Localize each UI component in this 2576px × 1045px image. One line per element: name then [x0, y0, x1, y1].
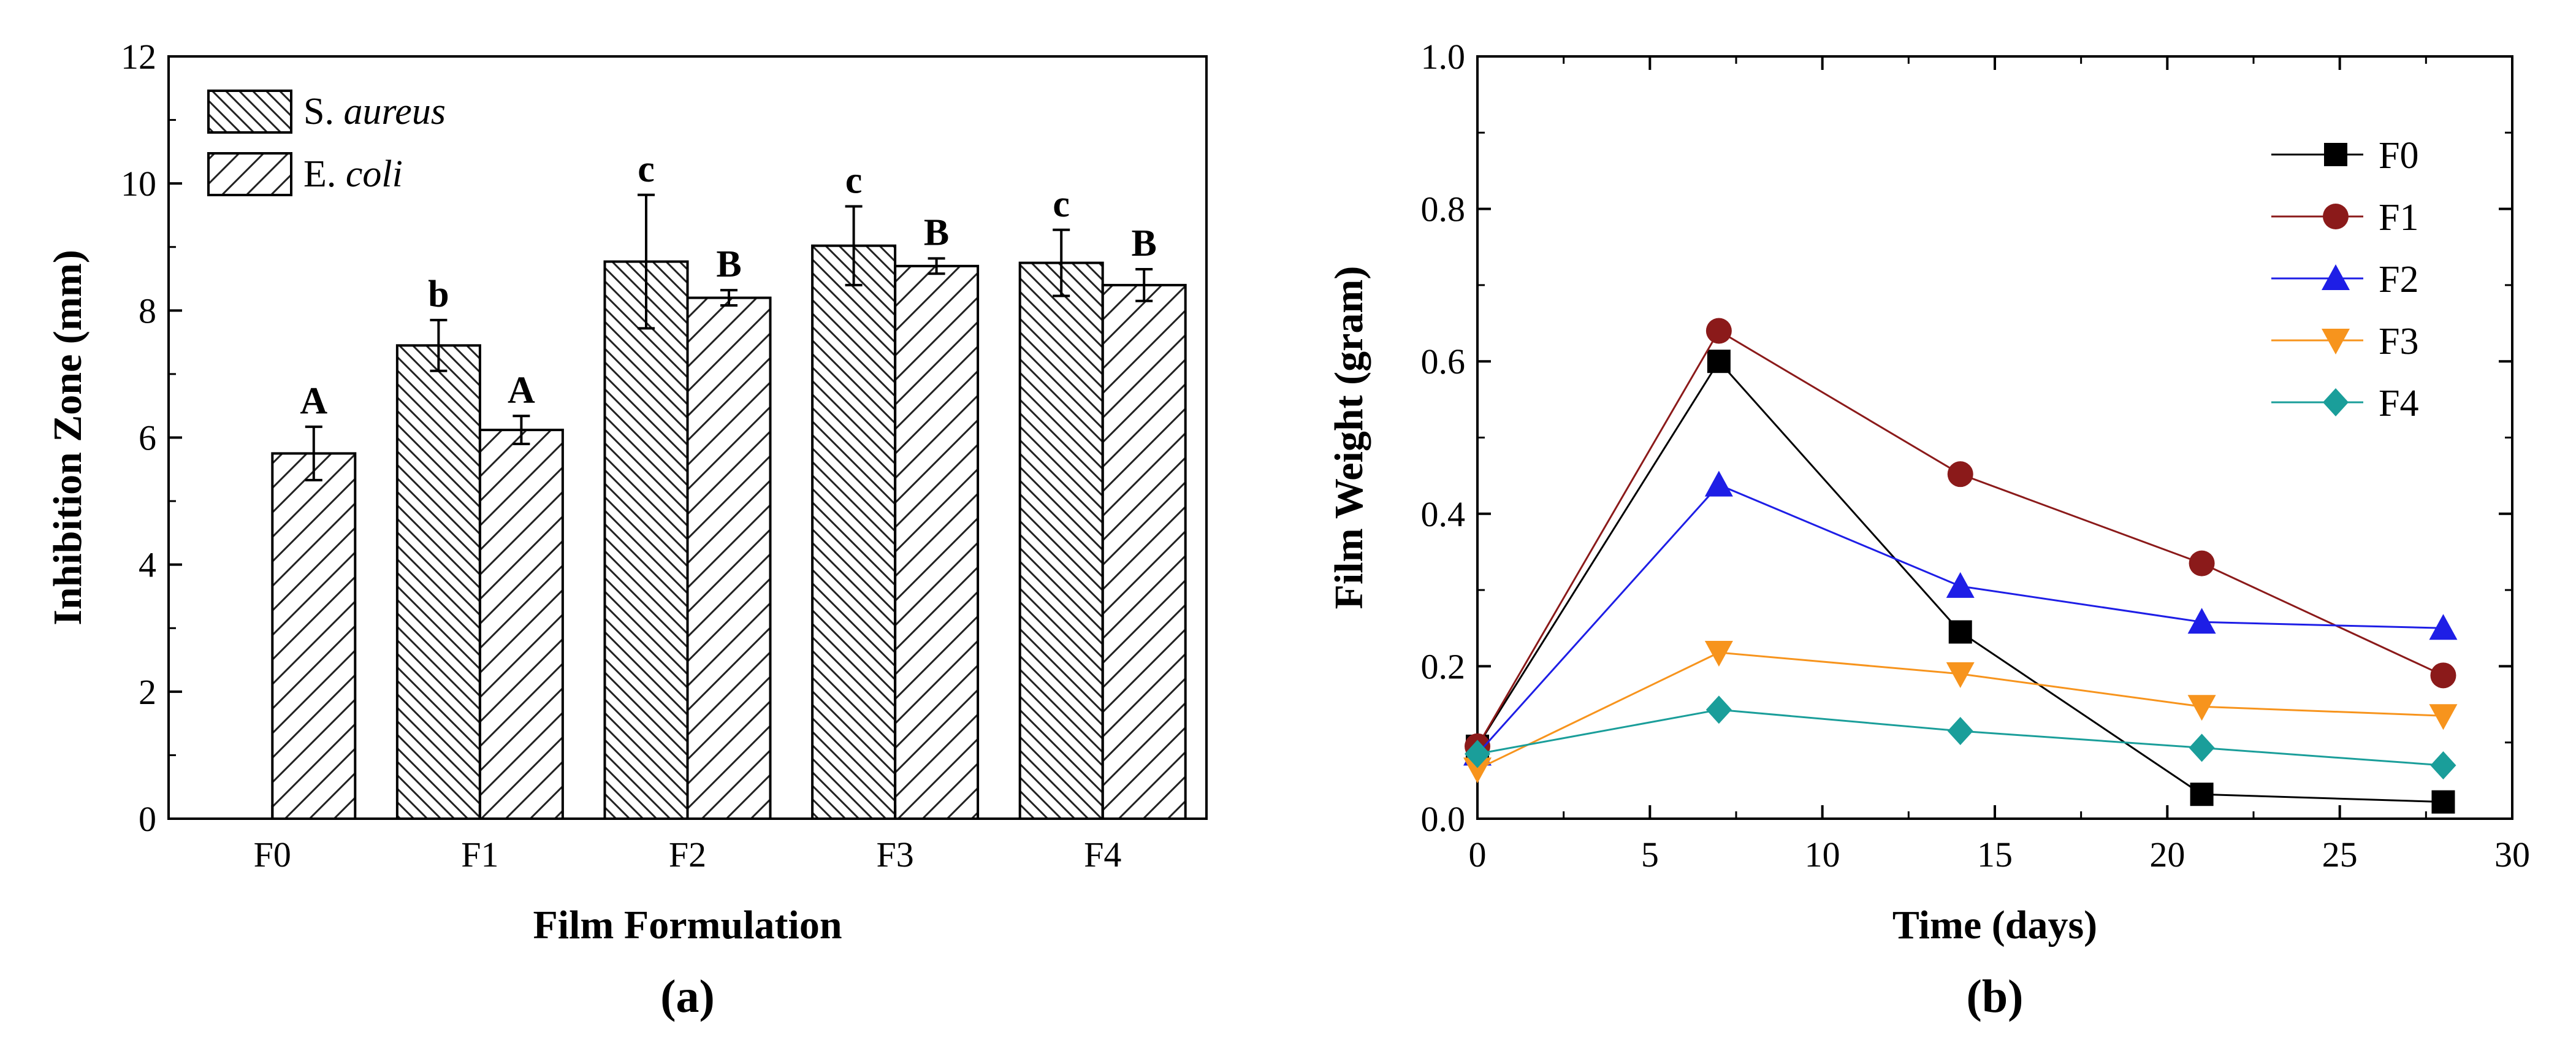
- significance-letter: c: [845, 159, 863, 201]
- data-point-f0: [2431, 790, 2455, 814]
- x-tick-label-b: 5: [1641, 835, 1659, 875]
- legend-marker-b: [2322, 264, 2350, 290]
- y-tick-label-a: 2: [139, 672, 156, 712]
- panel-label-b: (b): [1967, 971, 2024, 1022]
- y-axis-title-b: Film Weight (gram): [1327, 266, 1371, 610]
- legend-label-genus: S.: [303, 91, 343, 132]
- series-line-f2: [1476, 483, 2444, 755]
- bar-s-aureus: [811, 244, 897, 820]
- y-tick-label-a: 8: [139, 291, 156, 331]
- bar-e-coli: [686, 296, 772, 821]
- bar-s-aureus: [1018, 261, 1104, 821]
- x-tick-label-b: 30: [2494, 835, 2530, 875]
- x-tick-label-a: F0: [254, 835, 291, 875]
- legend-label-species: coli: [346, 153, 403, 195]
- data-point-f2: [1946, 572, 1975, 598]
- panel-label-a: (a): [660, 971, 715, 1022]
- x-tick-label-b: 15: [1977, 835, 2013, 875]
- x-tick-label-a: F2: [669, 835, 706, 875]
- legend-label-b: F2: [2379, 259, 2418, 300]
- bar-e-coli: [894, 264, 980, 820]
- data-point-f4: [1705, 695, 1732, 724]
- significance-letter: A: [300, 380, 327, 422]
- legend-label-species: aureus: [343, 91, 445, 132]
- legend-label-b: F3: [2379, 321, 2418, 362]
- bar-s-aureus: [603, 260, 689, 820]
- data-point-f1: [2430, 662, 2456, 689]
- legend-label-b: F0: [2379, 135, 2418, 177]
- legend-label-genus: E.: [303, 153, 346, 195]
- x-tick-label-a: F1: [461, 835, 498, 875]
- plot-frame-b: [1476, 55, 2513, 820]
- data-point-f1: [2189, 550, 2215, 576]
- significance-letter: B: [1132, 223, 1157, 264]
- y-tick-label-a: 6: [139, 418, 156, 458]
- data-point-f0: [1948, 620, 1972, 644]
- legend-label-a: E. coli: [303, 153, 403, 195]
- significance-letter: c: [638, 148, 655, 190]
- legend-label-b: F1: [2379, 197, 2418, 239]
- x-tick-label-b: 0: [1469, 835, 1487, 875]
- y-tick-label-b: 0.2: [1421, 646, 1466, 686]
- bar-e-coli: [271, 452, 357, 820]
- x-axis-title-a: Film Formulation: [533, 903, 842, 947]
- legend-label-a: S. aureus: [303, 91, 446, 132]
- y-tick-label-a: 4: [139, 545, 156, 585]
- y-tick-label-b: 0.8: [1421, 189, 1466, 229]
- x-axis-title-b: Time (days): [1892, 903, 2097, 947]
- y-tick-label-a: 10: [121, 164, 156, 204]
- data-point-f4: [2430, 751, 2456, 779]
- data-point-f3: [2187, 695, 2216, 721]
- legend-swatch-a: [207, 90, 292, 134]
- significance-letter: B: [924, 212, 949, 253]
- data-point-f0: [1707, 350, 1731, 373]
- data-point-f4: [1947, 717, 1973, 746]
- significance-letter: B: [716, 243, 741, 285]
- significance-letter: c: [1053, 183, 1070, 225]
- x-tick-label-a: F4: [1084, 835, 1121, 875]
- legend-marker-b: [2323, 204, 2349, 229]
- x-tick-label-b: 20: [2149, 835, 2185, 875]
- legend-label-b: F4: [2379, 383, 2418, 424]
- y-tick-label-a: 12: [121, 37, 156, 77]
- data-point-f3: [1463, 757, 1492, 784]
- chart-panel-b: 0.0 0.2 0.4 0.6 0.8 1.0 0 5 10 15 20 25 30 F0 F1 F2 F3 F4…: [1327, 37, 2530, 1022]
- data-point-f2: [2187, 608, 2216, 634]
- data-point-f0: [2190, 783, 2214, 806]
- legend-swatch-a: [207, 152, 292, 196]
- bar-s-aureus: [395, 344, 481, 820]
- legend-marker-b: [2323, 388, 2349, 416]
- y-tick-label-b: 0.4: [1421, 494, 1466, 534]
- data-point-f3: [2429, 704, 2458, 730]
- y-tick-label-b: 0.6: [1421, 342, 1466, 381]
- data-point-f4: [2189, 733, 2215, 762]
- data-point-f2: [1704, 470, 1733, 497]
- data-point-f1: [1947, 461, 1973, 488]
- y-tick-label-a: 0: [139, 799, 156, 839]
- legend-marker-b: [2322, 329, 2350, 354]
- x-tick-label-b: 10: [1805, 835, 1840, 875]
- x-tick-label-a: F3: [876, 835, 913, 875]
- data-point-f2: [2429, 614, 2458, 640]
- x-tick-label-b: 25: [2322, 835, 2358, 875]
- y-tick-label-b: 1.0: [1421, 37, 1466, 77]
- data-point-f4: [1465, 740, 1490, 768]
- y-axis-title-a: Inhibition Zone (mm): [45, 250, 90, 625]
- y-tick-label-b: 0.0: [1421, 799, 1466, 839]
- data-point-f3: [1946, 662, 1975, 688]
- significance-letter: b: [428, 274, 449, 315]
- significance-letter: A: [508, 369, 535, 411]
- data-point-f1: [1705, 318, 1732, 344]
- legend-marker-b: [2324, 143, 2347, 166]
- bar-e-coli: [1101, 283, 1187, 820]
- bar-e-coli: [478, 429, 564, 820]
- chart-panel-a: 0 2 4 6 8 10 12 F0 F1 F2 F3 F4 Ab Ac Bc Bc B S. aureus E. …: [45, 37, 1208, 1022]
- data-point-f3: [1704, 641, 1733, 667]
